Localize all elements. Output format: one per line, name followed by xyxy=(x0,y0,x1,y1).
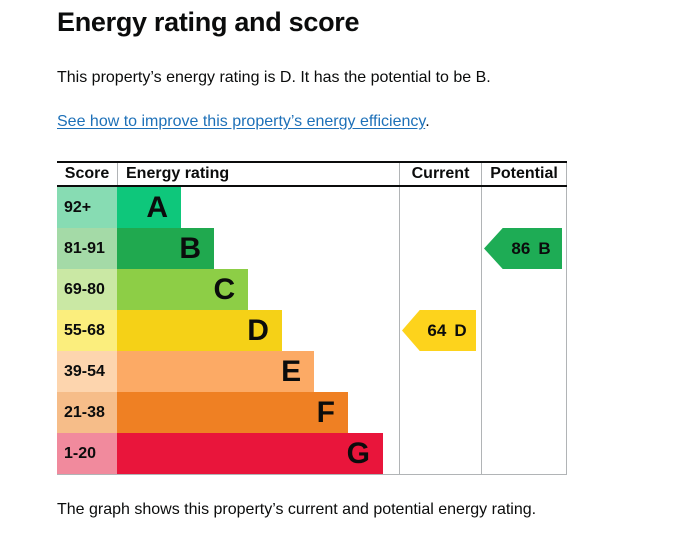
band-bar-e: E xyxy=(117,351,315,392)
score-range-e: 39-54 xyxy=(57,351,117,392)
current-rating-arrow: 64 D xyxy=(402,310,476,351)
potential-rating-letter: B xyxy=(538,238,551,258)
band-row-a: 92+ A xyxy=(57,187,567,228)
chart-description: The graph shows this property’s current … xyxy=(57,501,537,518)
chart-body: 64 D 86 B 92+ A 81-91 B 69-80 C 55-68 D 39-54 E 21… xyxy=(57,187,567,475)
column-header-current: Current xyxy=(399,163,481,185)
link-period: . xyxy=(425,113,430,130)
score-range-c: 69-80 xyxy=(57,269,117,310)
score-range-a: 92+ xyxy=(57,187,117,228)
current-rating-value: 64 xyxy=(427,320,447,340)
band-bar-d: D xyxy=(117,310,282,351)
score-range-f: 21-38 xyxy=(57,392,117,433)
band-bar-a: A xyxy=(117,187,181,228)
band-row-d: 55-68 D xyxy=(57,310,567,351)
band-bar-g: G xyxy=(117,433,383,474)
band-bar-b: B xyxy=(117,228,214,269)
score-range-g: 1-20 xyxy=(57,433,117,474)
energy-rating-chart: Score Energy rating Current Potential 64… xyxy=(57,161,567,475)
column-header-potential: Potential xyxy=(481,163,567,185)
band-row-g: 1-20 G xyxy=(57,433,567,474)
chart-header-row: Score Energy rating Current Potential xyxy=(57,161,567,187)
score-range-b: 81-91 xyxy=(57,228,117,269)
band-bar-c: C xyxy=(117,269,249,310)
current-column-divider xyxy=(399,187,400,474)
score-range-d: 55-68 xyxy=(57,310,117,351)
column-header-energy-rating: Energy rating xyxy=(117,163,399,185)
chart-right-border xyxy=(566,187,567,474)
rating-summary-text: This property’s energy rating is D. It h… xyxy=(57,69,491,86)
column-header-score: Score xyxy=(64,165,110,182)
current-rating-letter: D xyxy=(454,320,467,340)
band-row-c: 69-80 C xyxy=(57,269,567,310)
improve-efficiency-link-line: See how to improve this property’s energ… xyxy=(57,113,430,131)
band-row-b: 81-91 B xyxy=(57,228,567,269)
page-title: Energy rating and score xyxy=(57,7,360,37)
potential-rating-arrow: 86 B xyxy=(484,228,562,269)
potential-column-divider xyxy=(481,187,482,474)
band-row-f: 21-38 F xyxy=(57,392,567,433)
band-row-e: 39-54 E xyxy=(57,351,567,392)
improve-efficiency-link[interactable]: See how to improve this property’s energ… xyxy=(57,113,426,130)
potential-rating-value: 86 xyxy=(511,238,531,258)
band-bar-f: F xyxy=(117,392,348,433)
